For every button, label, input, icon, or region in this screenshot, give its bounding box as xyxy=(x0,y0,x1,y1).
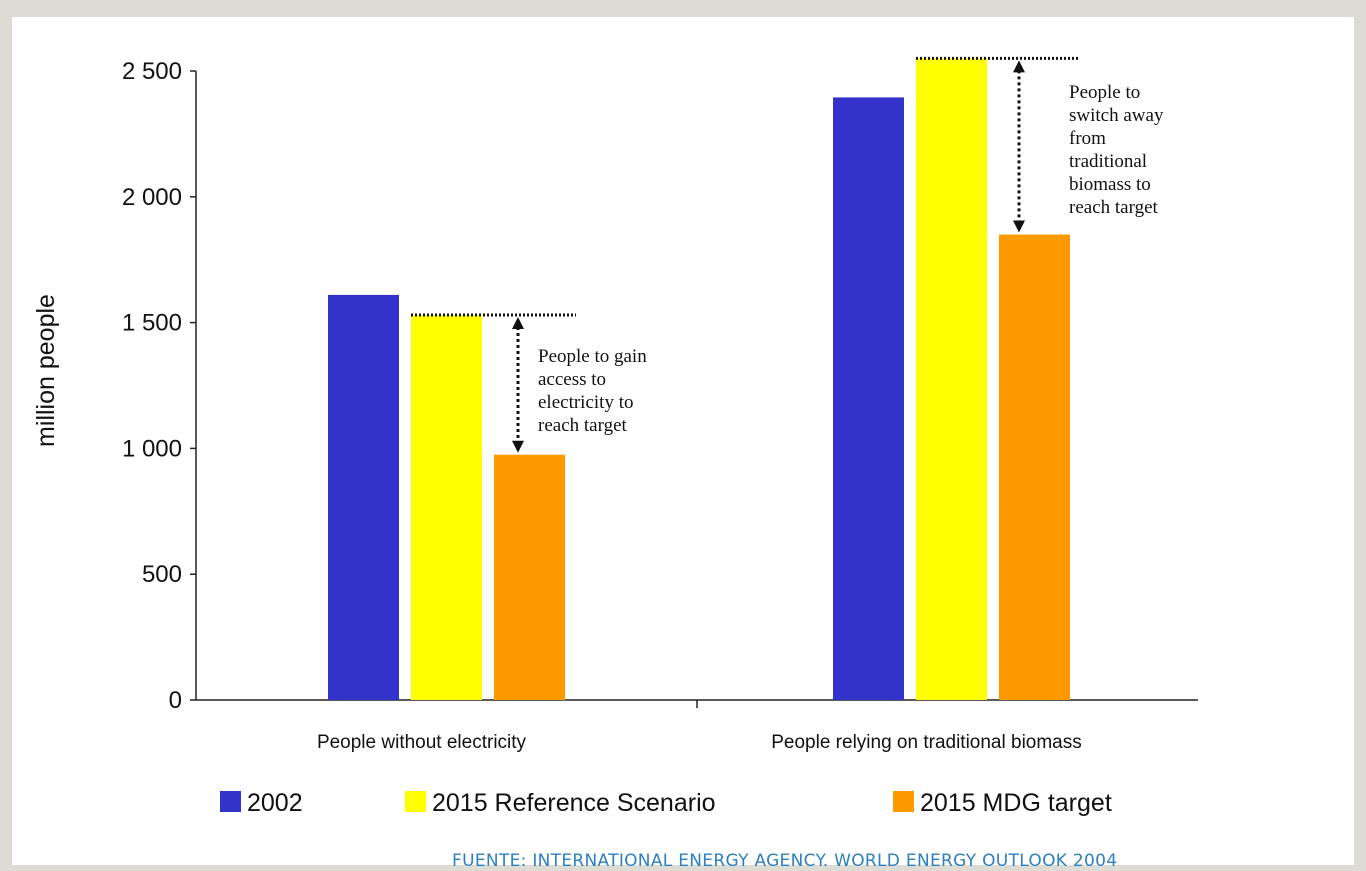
annotation-text: biomass to xyxy=(1069,174,1151,195)
y-tick-label: 2 500 xyxy=(122,58,182,85)
bar-2-3 xyxy=(999,234,1070,701)
y-tick-label: 500 xyxy=(142,561,182,588)
y-tick-label: 1 500 xyxy=(122,310,182,337)
legend-swatch-3 xyxy=(893,791,914,812)
annotation-text: switch away xyxy=(1069,105,1164,126)
annotation-text: People to gain xyxy=(538,346,647,367)
legend-label-3: 2015 MDG target xyxy=(920,789,1112,817)
legend-label-2: 2015 Reference Scenario xyxy=(432,789,716,817)
arrow-down-head xyxy=(1013,220,1025,233)
bar-2-1 xyxy=(833,97,904,701)
source-caption: FUENTE: INTERNATIONAL ENERGY AGENCY. WOR… xyxy=(452,851,1118,871)
arrow-up-head xyxy=(1013,60,1025,73)
annotation-text: from xyxy=(1069,128,1106,149)
bar-chart: 0 500 1 000 1 500 2 000 2 500 million people Pe… xyxy=(32,56,1198,817)
annotation-text: traditional xyxy=(1069,151,1147,172)
bar-1-2 xyxy=(411,315,482,700)
legend-label-1: 2002 xyxy=(247,789,303,817)
y-tick-label: 0 xyxy=(169,687,182,714)
annotation-text: electricity to xyxy=(538,392,633,413)
y-axis-title: million people xyxy=(32,294,60,447)
annotation-text: access to xyxy=(538,369,606,390)
y-tick-label: 1 000 xyxy=(122,435,182,462)
category-label: People relying on traditional biomass xyxy=(771,732,1082,753)
arrow-up-head xyxy=(512,317,524,330)
annotation-text: reach target xyxy=(538,415,628,436)
bar-2-2 xyxy=(916,58,987,701)
bar-1-3 xyxy=(494,454,565,700)
bar-1-1 xyxy=(328,294,399,700)
y-tick-label: 2 000 xyxy=(122,184,182,211)
legend-swatch-2 xyxy=(405,791,426,812)
annotation-text: People to xyxy=(1069,82,1140,103)
annotation-text: reach target xyxy=(1069,197,1159,218)
category-label: People without electricity xyxy=(317,732,527,753)
chart-panel: 0 500 1 000 1 500 2 000 2 500 million people Pe… xyxy=(12,17,1354,871)
legend-swatch-1 xyxy=(220,791,241,812)
arrow-down-head xyxy=(512,440,524,453)
